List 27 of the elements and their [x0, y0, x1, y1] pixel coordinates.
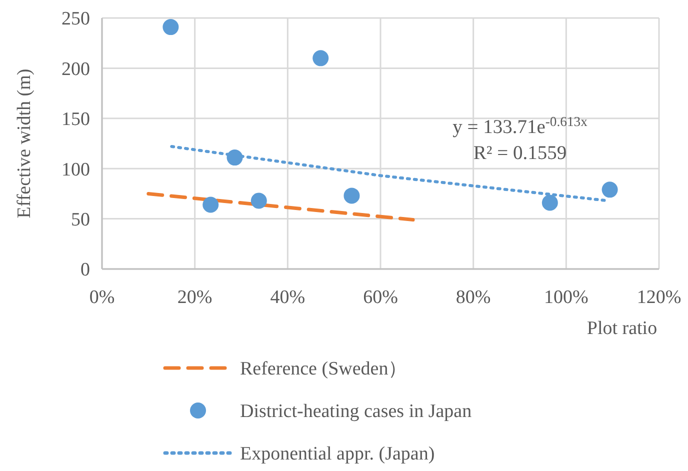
x-tick-label: 0% — [89, 287, 115, 308]
y-tick-label: 0 — [80, 260, 90, 281]
y-tick-label: 150 — [62, 109, 90, 130]
x-tick-label: 120% — [636, 287, 682, 308]
y-tick-label: 250 — [62, 8, 90, 30]
point — [344, 188, 360, 204]
x-tick-label: 40% — [270, 287, 306, 308]
y-tick-label: 200 — [62, 58, 90, 80]
legend-label: Reference (Sweden） — [240, 358, 408, 380]
point — [312, 50, 329, 66]
x-tick-label: 100% — [544, 287, 589, 308]
x-axis-title: Plot ratio — [586, 318, 658, 339]
point — [250, 192, 267, 209]
point — [162, 19, 179, 36]
x-tick-label: 20% — [177, 287, 212, 308]
y-axis-title: Effective width (m) — [14, 68, 35, 218]
y-tick-label: 100 — [62, 159, 90, 180]
point — [602, 182, 618, 198]
legend-label: District-heating cases in Japan — [240, 401, 472, 422]
x-tick-label: 60% — [363, 287, 398, 308]
y-tick-label: 50 — [71, 209, 90, 230]
point — [202, 196, 219, 213]
legend-label: Exponential appr. (Japan) — [240, 444, 435, 465]
point — [542, 194, 558, 211]
x-tick-label: 80% — [456, 287, 491, 308]
annotation: R² = 0.1559 — [473, 143, 567, 164]
annotation: y = 133.71e$^{-0.613x}$ — [452, 114, 588, 138]
